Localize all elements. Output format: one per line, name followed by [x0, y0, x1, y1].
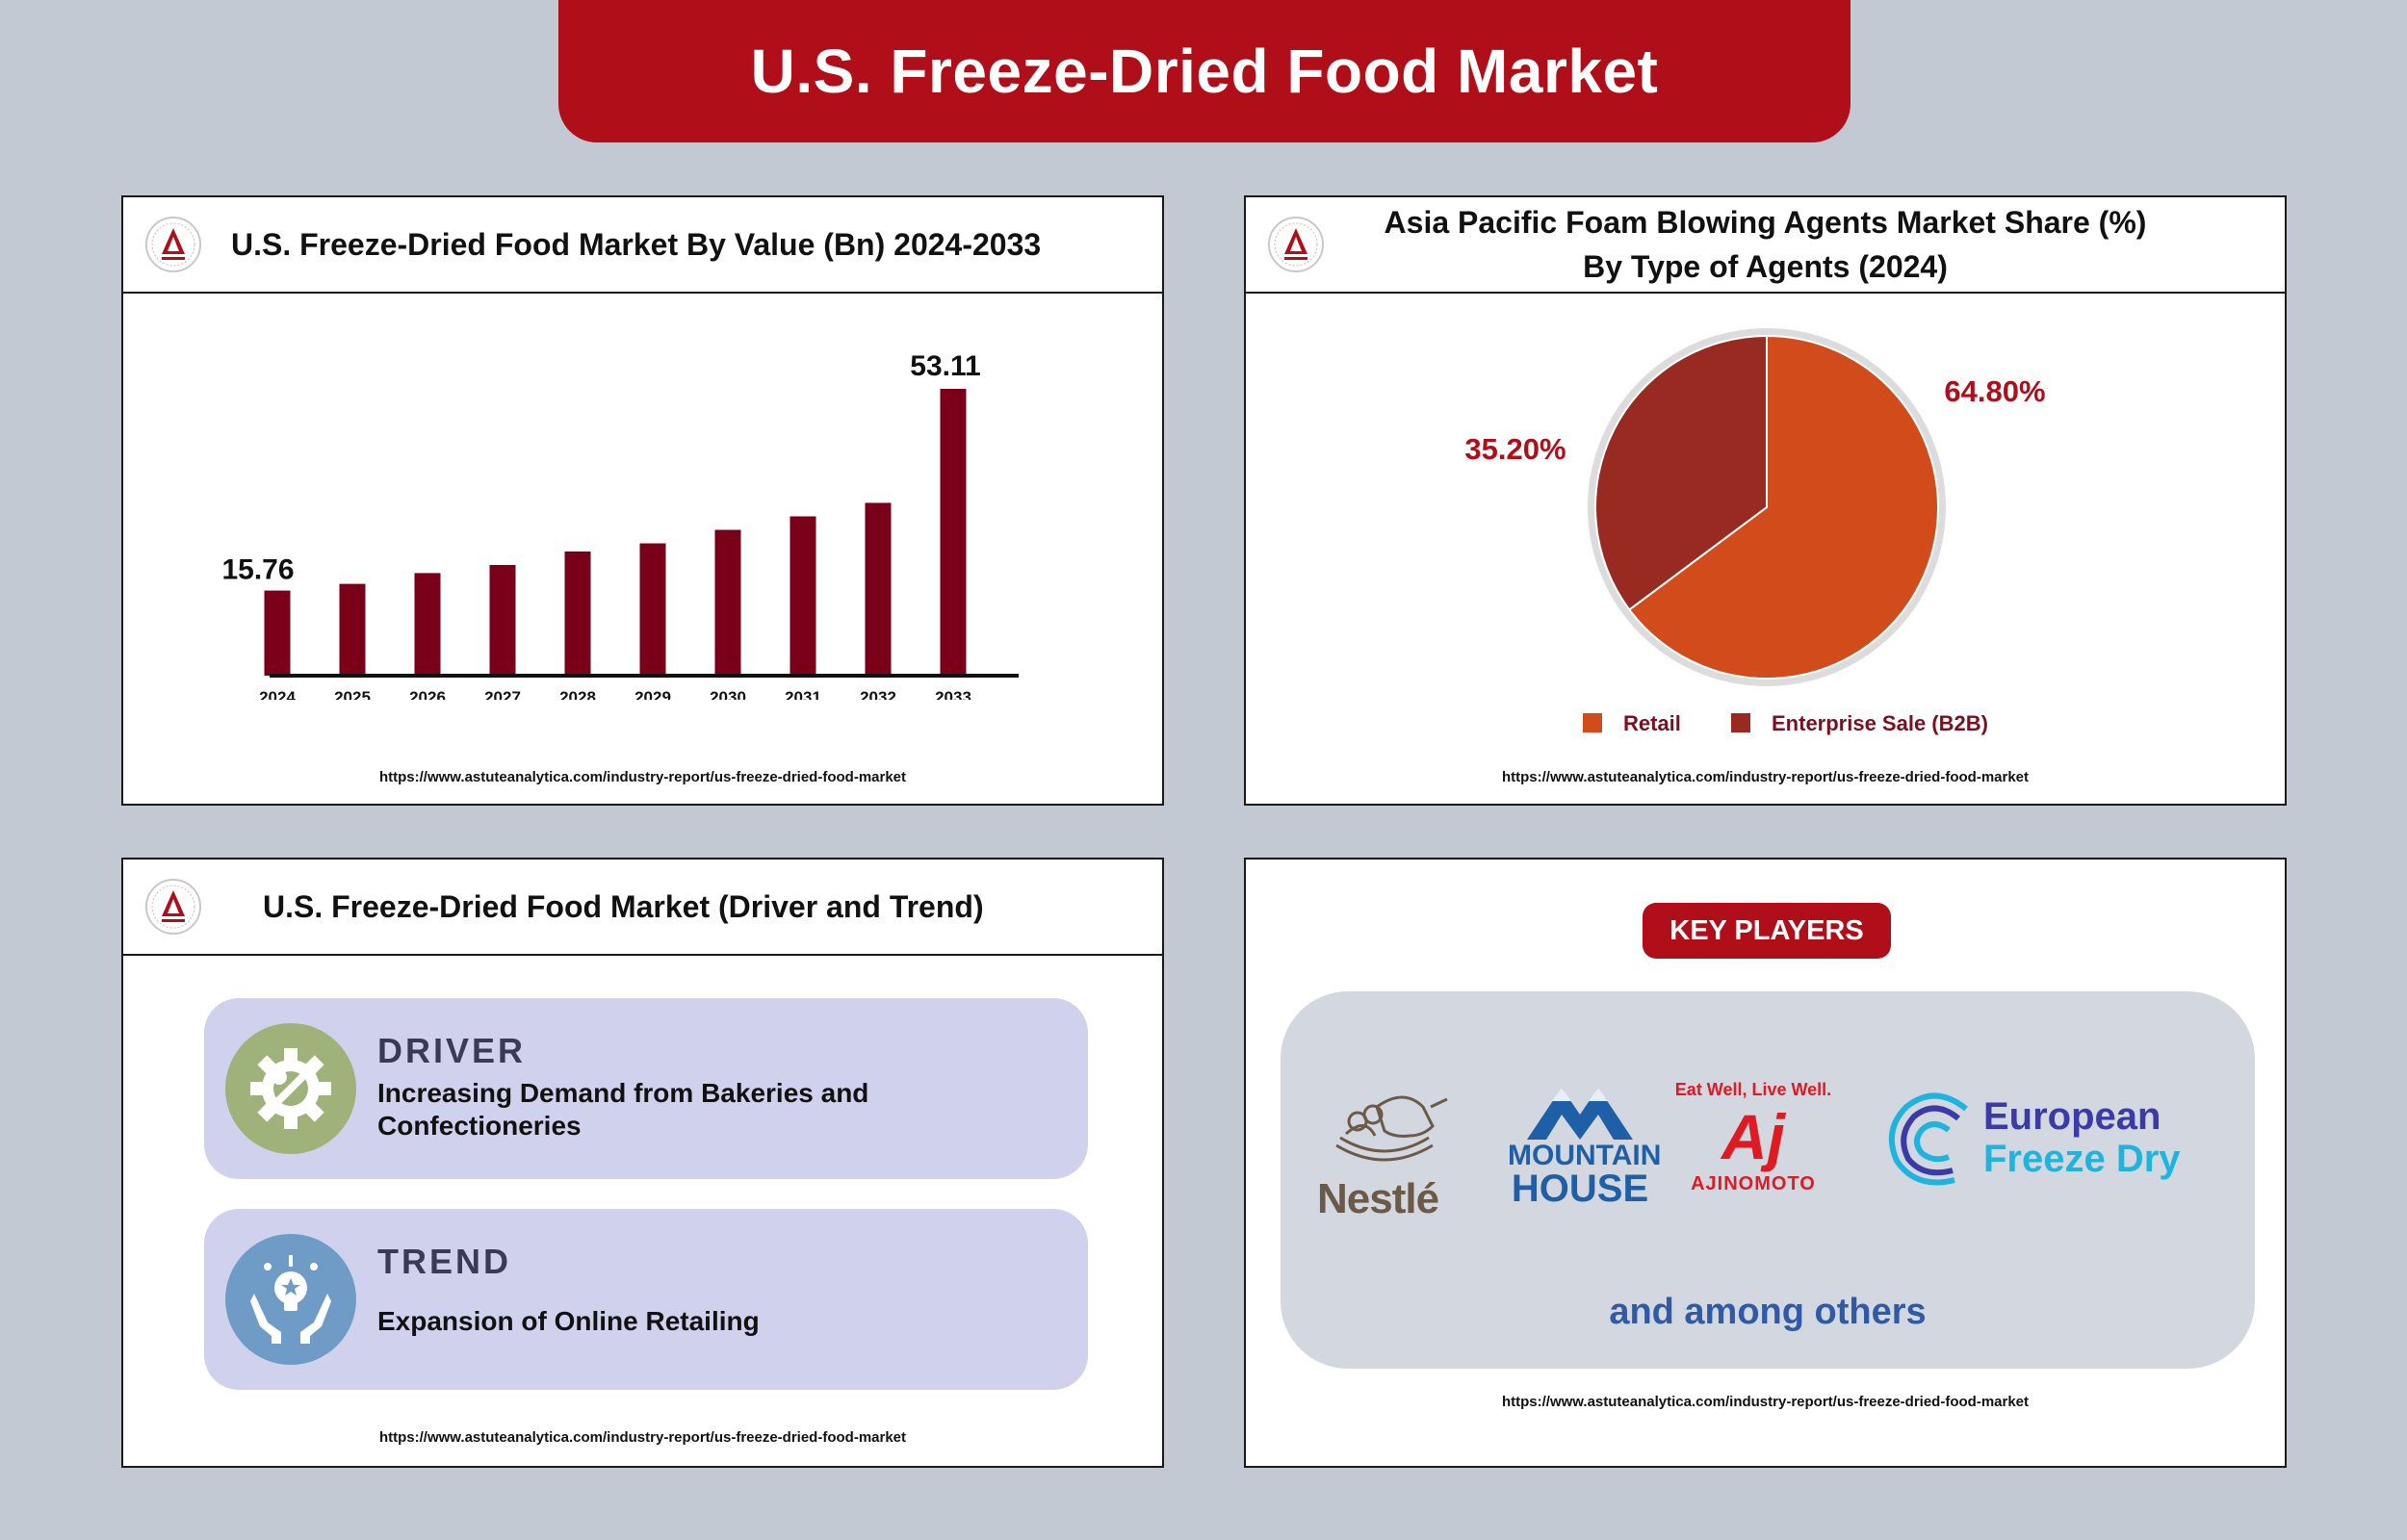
astute-analytica-logo-icon	[145, 879, 201, 935]
page-title-banner: U.S. Freeze-Dried Food Market	[558, 0, 1851, 142]
source-link[interactable]: https://www.astuteanalytica.com/industry…	[378, 769, 907, 785]
and-among-others-text: and among others	[1609, 1292, 1927, 1332]
key-players-box: Nestlé MOUNTAIN HOUSE Eat Well, Live Wel…	[1281, 991, 2255, 1369]
bar-2030	[714, 529, 741, 676]
pie-chart: 64.80% 35.20% Retail Enterprise Sale (B2B)	[1464, 328, 2046, 735]
x-tick-label: 2030	[710, 688, 746, 700]
bar-2027	[489, 564, 516, 676]
page-title: U.S. Freeze-Dried Food Market	[750, 37, 1659, 106]
trend-icon-circle	[225, 1234, 356, 1365]
source-link[interactable]: https://www.astuteanalytica.com/industry…	[1501, 769, 2030, 785]
bar-2033	[940, 389, 967, 676]
ajinomoto-mark: Aj	[1721, 1101, 1785, 1172]
pie-value-label: 64.80%	[1944, 374, 2045, 408]
driver-card: DRIVER Increasing Demand from Bakeries a…	[204, 998, 1088, 1179]
european-freeze-dry-swirl-icon	[1888, 1092, 1968, 1186]
x-tick-label: 2032	[860, 688, 896, 700]
ajinomoto-logo: Eat Well, Live Well. Aj AJINOMOTO	[1662, 1080, 1845, 1215]
gear-wrench-icon	[250, 1048, 331, 1129]
driver-icon-circle	[225, 1023, 356, 1154]
x-tick-label: 2026	[409, 688, 446, 700]
bar-chart: 2024 2025 2026 2027 2028 2029 2030 2031 2032 2033…	[221, 350, 1019, 700]
european-freeze-dry-logo: European Freeze Dry	[1877, 1088, 2224, 1203]
trend-heading: TREND	[377, 1242, 511, 1281]
mountain-logo-icon	[1527, 1088, 1633, 1140]
bar-2024	[264, 590, 291, 676]
legend-label: Retail	[1623, 711, 1681, 735]
x-tick-label: 2029	[634, 688, 671, 700]
driver-text: Increasing Demand from Bakeries and Conf…	[377, 1078, 869, 1141]
legend-swatch	[1583, 713, 1602, 732]
astute-analytica-logo-icon	[145, 217, 201, 272]
pie-slice-enterprise	[1594, 334, 1768, 611]
x-tick-label: 2028	[559, 688, 596, 700]
bar-2025	[339, 583, 366, 676]
mountain-house-line2: HOUSE	[1511, 1168, 1649, 1210]
source-link[interactable]: https://www.astuteanalytica.com/industry…	[378, 1429, 907, 1446]
bar-2029	[639, 543, 666, 676]
pie-chart-title-line2: By Type of Agents (2024)	[1583, 249, 1948, 284]
key-players-badge: KEY PLAYERS	[1643, 903, 1891, 959]
legend-swatch	[1731, 713, 1750, 732]
nestle-nest-icon	[1335, 1095, 1448, 1162]
pie-value-label: 35.20%	[1464, 432, 1566, 466]
hands-lightbulb-icon	[250, 1255, 331, 1344]
data-label-last: 53.11	[910, 350, 980, 382]
driver-trend-title: U.S. Freeze-Dried Food Market (Driver an…	[263, 889, 984, 924]
mountain-house-line1: MOUNTAIN	[1508, 1140, 1662, 1171]
x-tick-label: 2025	[334, 688, 371, 700]
efd-line2: Freeze Dry	[1983, 1138, 2181, 1180]
bar-chart-panel: U.S. Freeze-Dried Food Market By Value (…	[121, 195, 1164, 806]
driver-trend-header: U.S. Freeze-Dried Food Market (Driver an…	[123, 860, 1162, 956]
x-tick-label: 2031	[785, 688, 821, 700]
nestle-logo-text: Nestlé	[1317, 1175, 1439, 1222]
key-players-panel: KEY PLAYERS Nestlé	[1244, 858, 2287, 1468]
bar-2028	[564, 551, 591, 676]
legend-label: Enterprise Sale (B2B)	[1772, 711, 1988, 735]
bar-2032	[865, 502, 892, 676]
x-tick-label: 2033	[935, 688, 971, 700]
driver-heading: DRIVER	[377, 1031, 527, 1070]
mountain-house-logo: MOUNTAIN HOUSE	[1508, 1084, 1662, 1210]
bar-chart-header: U.S. Freeze-Dried Food Market By Value (…	[123, 197, 1162, 294]
bar-chart-title: U.S. Freeze-Dried Food Market By Value (…	[231, 227, 1042, 262]
ajinomoto-logo-text: AJINOMOTO	[1691, 1173, 1816, 1194]
efd-line1: European	[1983, 1095, 2161, 1138]
pie-slice-retail	[1627, 334, 1939, 680]
source-link[interactable]: https://www.astuteanalytica.com/industry…	[1501, 1394, 2030, 1410]
bar-2031	[789, 516, 816, 676]
driver-trend-panel: U.S. Freeze-Dried Food Market (Driver an…	[121, 858, 1164, 1468]
trend-card: TREND Expansion of Online Retailing	[204, 1209, 1088, 1390]
ajinomoto-tagline: Eat Well, Live Well.	[1674, 1080, 1832, 1099]
trend-text: Expansion of Online Retailing	[377, 1306, 760, 1336]
astute-analytica-logo-icon	[1268, 217, 1324, 272]
nestle-logo: Nestlé	[1317, 1078, 1452, 1222]
data-label-first: 15.76	[221, 554, 294, 586]
x-tick-label: 2027	[484, 688, 521, 700]
pie-chart-title-line1: Asia Pacific Foam Blowing Agents Market …	[1384, 205, 2147, 240]
bar-2026	[414, 573, 441, 676]
pie-chart-panel: Asia Pacific Foam Blowing Agents Market …	[1244, 195, 2287, 806]
pie-chart-header: Asia Pacific Foam Blowing Agents Market …	[1246, 197, 2285, 294]
x-tick-label: 2024	[259, 688, 296, 700]
